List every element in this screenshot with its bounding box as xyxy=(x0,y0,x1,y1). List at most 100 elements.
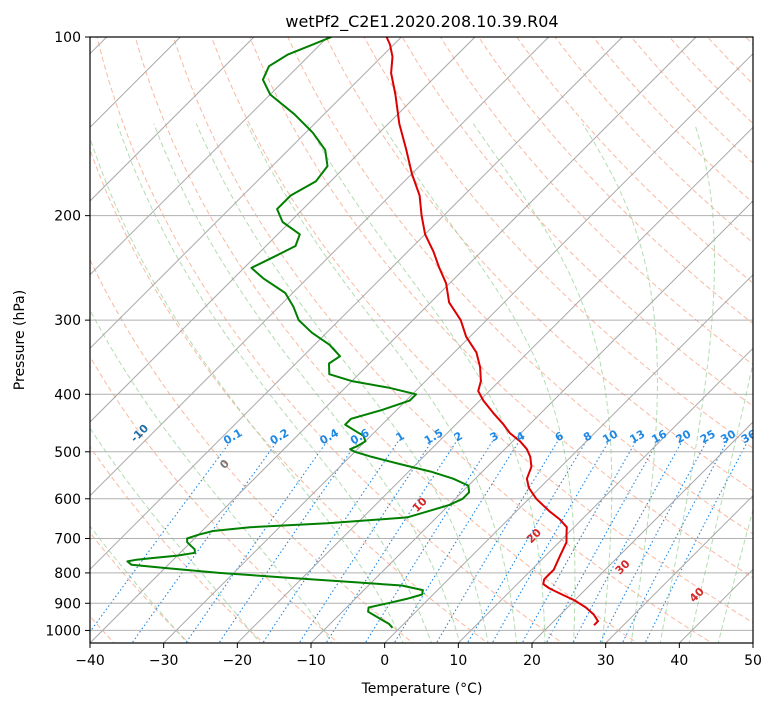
y-tick-label: 200 xyxy=(54,209,81,225)
mixing-ratio-label: 1 xyxy=(394,429,407,444)
series-red-temperature xyxy=(385,37,599,626)
grid-layer xyxy=(90,0,775,645)
dry-adiabat xyxy=(96,37,564,643)
dry-adiabat xyxy=(90,258,414,643)
dry-adiabat xyxy=(668,37,753,125)
moist-adiabat xyxy=(717,508,753,643)
x-tick-label: −40 xyxy=(75,653,105,669)
mixing-ratio-line xyxy=(644,441,749,643)
mixing-ratio-line xyxy=(185,440,328,643)
isotherm xyxy=(90,37,697,643)
moist-adiabat-label: 30 xyxy=(613,557,633,577)
mixing-ratio-label: 1.5 xyxy=(422,426,445,447)
dry-adiabat xyxy=(670,0,775,645)
mixing-ratio-line xyxy=(491,441,610,643)
isotherm xyxy=(384,273,753,643)
series-green-dewpoint xyxy=(126,37,471,629)
dry-adiabat xyxy=(90,355,339,643)
moist-adiabat-label: 20 xyxy=(524,526,544,546)
chart-title: wetPf2_C2E1.2020.208.10.39.R04 xyxy=(285,12,558,32)
moist-adiabat xyxy=(153,123,461,643)
dry-adiabat xyxy=(401,37,753,407)
y-tick-label: 300 xyxy=(54,313,81,329)
dry-adiabat xyxy=(706,37,753,85)
moist-adiabat xyxy=(659,123,716,643)
x-tick-label: 20 xyxy=(523,653,541,669)
mixing-ratio-line xyxy=(262,440,399,643)
dry-adiabat xyxy=(90,148,489,643)
isotherm xyxy=(310,200,753,643)
isotherm xyxy=(90,37,476,423)
axis-layer: −40 −30 −20 −10 0 10 20 30 40 5010020030040050060… xyxy=(45,30,762,669)
isotherm xyxy=(236,126,753,643)
y-tick-label: 500 xyxy=(54,445,81,461)
y-tick-label: 1000 xyxy=(45,623,81,639)
isotherm xyxy=(678,568,753,643)
moist-adiabat xyxy=(688,360,753,643)
isotherm xyxy=(752,642,753,643)
dry-adiabat xyxy=(90,531,190,643)
mixing-ratio-label: 16 xyxy=(649,427,669,446)
x-tick-label: −20 xyxy=(223,653,253,669)
dry-adiabat xyxy=(287,37,753,535)
x-axis-title: Temperature (°C) xyxy=(361,681,483,697)
y-tick-label: 400 xyxy=(54,387,81,403)
x-tick-label: −10 xyxy=(296,653,326,669)
plot-frame xyxy=(89,36,754,644)
mixing-ratio-line xyxy=(393,441,520,643)
y-tick-label: 800 xyxy=(54,566,81,582)
dry-adiabat xyxy=(90,445,265,643)
x-tick-label: 10 xyxy=(449,653,467,669)
mixing-ratio-label: 0.1 xyxy=(221,426,244,447)
moist-adiabat xyxy=(381,123,576,643)
mixing-ratio-line xyxy=(325,440,457,643)
mixing-ratio-line xyxy=(621,441,728,643)
mixing-ratio-line xyxy=(364,441,493,643)
isotherm xyxy=(90,37,550,497)
y-tick-label: 600 xyxy=(54,492,81,508)
isotherm xyxy=(90,37,402,350)
dry-adiabat xyxy=(134,37,638,643)
moist-adiabat xyxy=(307,123,546,643)
mixing-ratio-line xyxy=(90,440,232,633)
isotherm xyxy=(457,347,753,643)
mixing-ratio-label: 0.4 xyxy=(317,426,341,447)
isotherm xyxy=(163,52,753,643)
mixing-ratio-label: 10 xyxy=(600,427,620,446)
moist-adiabat xyxy=(116,123,432,643)
mixing-ratio-label: 13 xyxy=(627,427,647,446)
moist-adiabat xyxy=(246,123,518,643)
dry-adiabat xyxy=(249,37,753,579)
mixing-ratio-label: 25 xyxy=(698,427,718,446)
y-axis-title: Pressure (hPa) xyxy=(12,290,28,390)
moist-adiabat xyxy=(90,136,404,643)
series-layer xyxy=(126,37,599,629)
dry-adiabat xyxy=(325,37,753,492)
mixing-ratio-label: 2 xyxy=(452,429,465,444)
moist-adiabat xyxy=(472,123,613,643)
mixing-ratio-label: 4 xyxy=(514,429,527,444)
x-tick-label: 0 xyxy=(380,653,389,669)
dry-adiabat xyxy=(363,37,753,449)
isotherm xyxy=(90,37,255,202)
mixing-ratio-line xyxy=(435,441,559,643)
isotherm xyxy=(605,494,753,643)
moist-adiabat-label: 40 xyxy=(687,585,707,605)
mixing-ratio-label: 8 xyxy=(581,429,594,444)
mixing-ratio-label: 36 xyxy=(739,427,759,446)
x-tick-label: −30 xyxy=(149,653,179,669)
moist-adiabat xyxy=(90,427,261,643)
dry-adiabat xyxy=(439,37,753,366)
dry-adiabat xyxy=(745,37,753,46)
mixing-ratio-line xyxy=(298,440,433,643)
mixing-ratio-line xyxy=(572,441,683,643)
dry-adiabat xyxy=(172,37,713,643)
mixing-ratio-line xyxy=(599,441,708,643)
dry-adiabat xyxy=(769,0,775,645)
isotherm xyxy=(531,421,753,643)
isotherm xyxy=(90,37,329,276)
mixing-ratio-line xyxy=(521,441,637,643)
dry-adiabat xyxy=(210,37,753,624)
x-tick-label: 40 xyxy=(670,653,688,669)
